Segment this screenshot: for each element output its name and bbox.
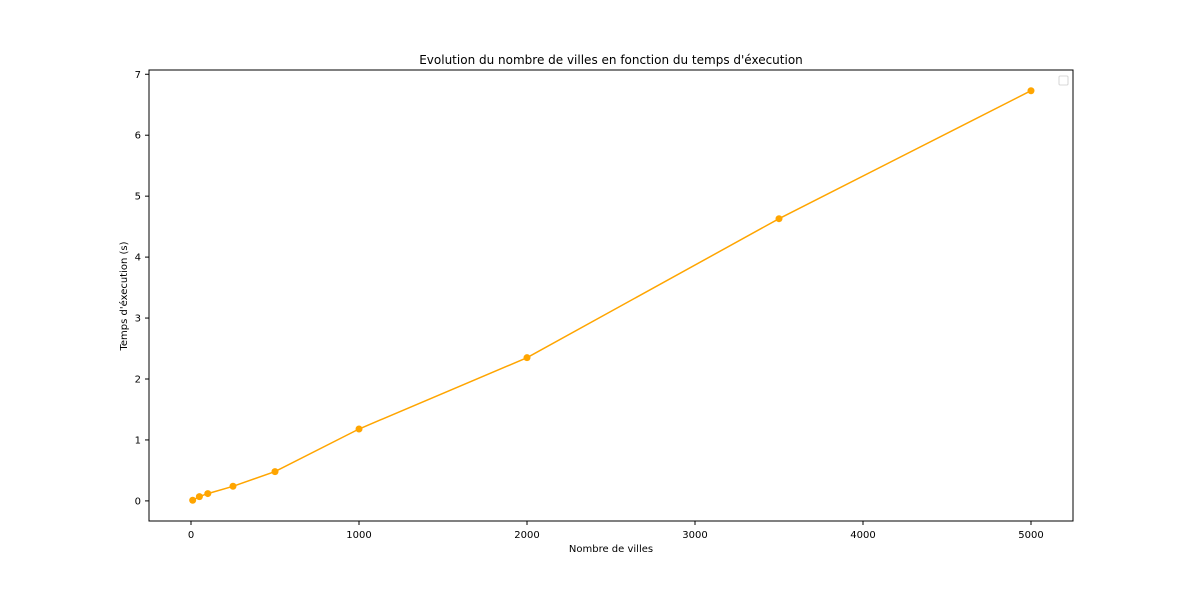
- y-axis: 0 1 2 3 4 5 6 7: [135, 70, 149, 507]
- y-tick-label: 3: [135, 314, 141, 325]
- x-tick-label: 2000: [514, 530, 539, 541]
- legend-box: [1058, 75, 1069, 86]
- series-line: [192, 90, 1032, 501]
- x-tick-label: 1000: [346, 530, 371, 541]
- x-tick-label: 0: [188, 530, 194, 541]
- x-tick-label: 3000: [682, 530, 707, 541]
- x-axis: 0 1000 2000 3000 4000 5000: [188, 521, 1044, 541]
- y-tick-label: 5: [135, 192, 141, 203]
- x-tick-label: 5000: [1018, 530, 1043, 541]
- y-axis-label: Temps d'éxecution (s): [118, 241, 130, 351]
- data-point: [229, 482, 237, 490]
- data-point: [775, 215, 783, 223]
- x-tick-label: 4000: [850, 530, 875, 541]
- data-point: [1027, 87, 1035, 95]
- y-tick-label: 0: [135, 496, 141, 507]
- y-tick-label: 2: [135, 374, 141, 385]
- data-point: [271, 468, 279, 476]
- data-point: [355, 425, 363, 433]
- y-tick-label: 1: [135, 435, 141, 446]
- plot-frame: [148, 69, 1074, 522]
- y-tick-label: 4: [135, 253, 141, 264]
- data-point: [204, 490, 212, 498]
- x-axis-label: Nombre de villes: [569, 544, 653, 555]
- data-point: [523, 354, 531, 362]
- chart-title: Evolution du nombre de villes en fonctio…: [419, 53, 803, 67]
- y-tick-label: 6: [135, 131, 141, 142]
- data-point: [195, 493, 203, 501]
- y-tick-label: 7: [135, 70, 141, 81]
- data-point: [189, 496, 197, 504]
